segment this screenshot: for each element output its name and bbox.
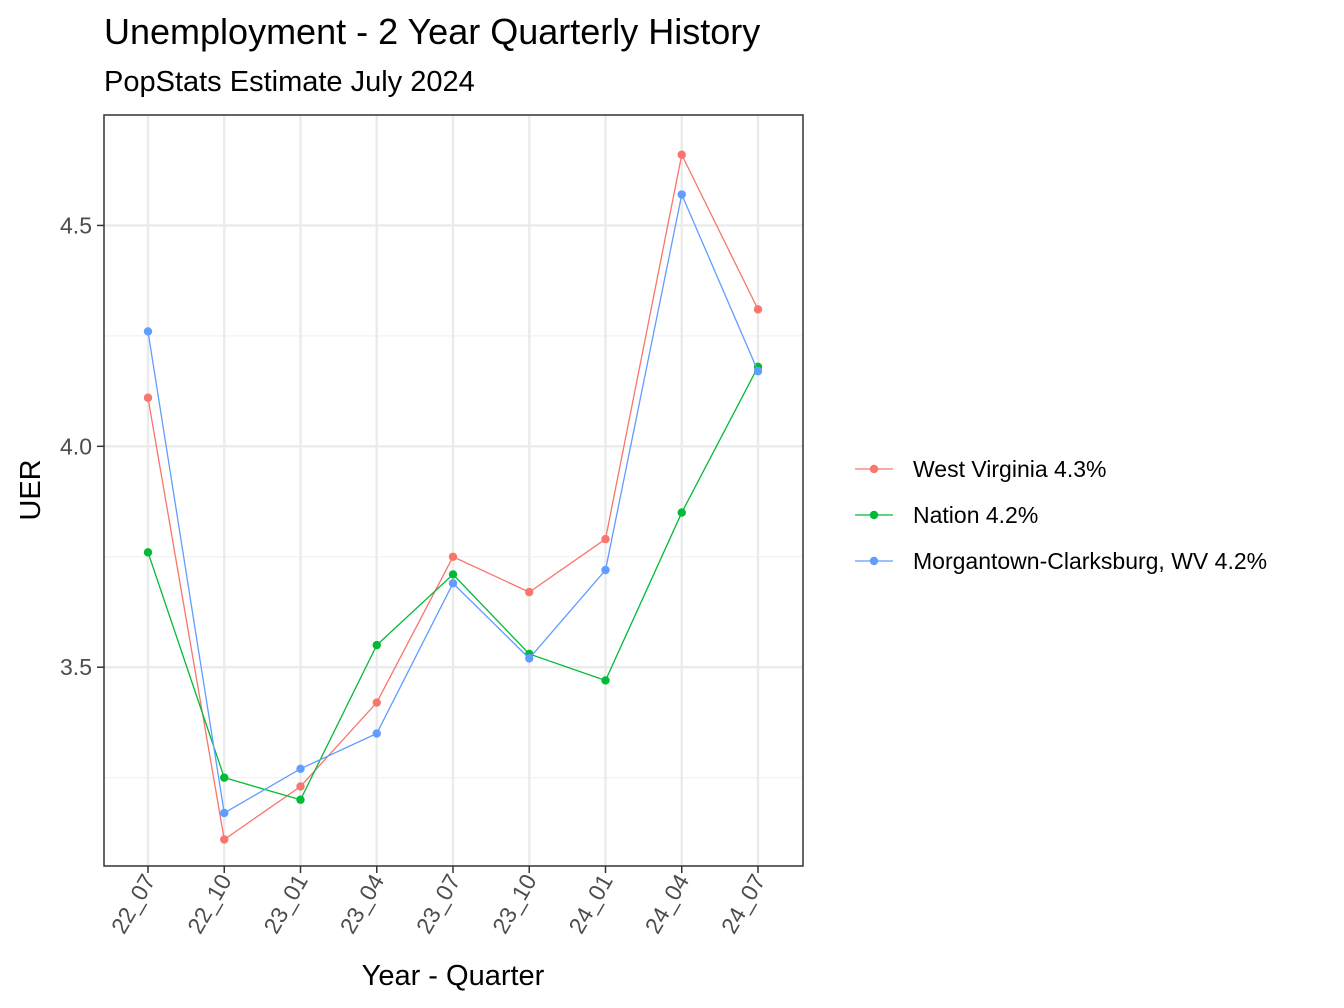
data-point [372,640,381,650]
x-tick-label: 23_01 [258,870,313,938]
data-point [601,534,610,544]
data-point [448,552,458,561]
data-point [601,565,610,575]
data-point [677,190,686,199]
data-point [448,570,458,579]
data-point [296,782,305,791]
y-tick-label: 4.0 [60,433,92,459]
data-point [143,327,153,336]
chart-subtitle: PopStats Estimate July 2024 [104,66,475,98]
data-point [753,305,763,314]
x-tick-label: 22_07 [106,870,161,938]
legend-label: Nation 4.2% [913,502,1038,528]
x-tick-label: 23_10 [487,870,542,938]
data-point [677,508,686,517]
data-point [601,676,610,685]
x-axis-title: Year - Quarter [362,960,545,992]
x-tick-label: 24_04 [640,869,695,938]
x-tick-label: 24_01 [563,870,618,938]
data-point [525,587,534,597]
legend: West Virginia 4.3% Nation 4.2% Morgantown-… [855,456,1267,574]
legend-key-point [869,556,879,566]
legend-label: West Virginia 4.3% [913,456,1106,482]
data-point [220,773,229,782]
chart-title: Unemployment - 2 Year Quarterly History [104,11,760,52]
x-axis: 22_07 22_10 23_01 23_04 23_07 23_10 24_01 24_04… [106,866,771,938]
data-point [296,764,305,774]
x-tick-label: 23_07 [411,870,466,938]
y-tick-label: 4.5 [60,212,92,238]
series-layer [143,150,763,844]
data-point [372,729,381,738]
data-point [143,548,153,557]
data-point [448,579,458,588]
plot-area [103,114,804,867]
data-point [372,698,381,707]
data-point [525,654,534,663]
grid-major [104,115,803,866]
data-point [753,367,763,376]
x-tick-label: 22_10 [182,870,237,938]
data-point [220,835,229,844]
data-point [143,393,153,402]
legend-label: Morgantown-Clarksburg, WV 4.2% [913,548,1267,574]
data-point [677,150,686,159]
x-tick-label: 23_04 [335,869,390,938]
y-axis: 3.5 4.0 4.5 [60,212,104,680]
y-axis-title: UER [15,459,47,520]
x-tick-label: 24_07 [716,870,771,938]
y-tick-label: 3.5 [60,654,92,680]
data-point [296,795,305,804]
data-point [220,808,229,818]
legend-key-point [869,464,879,474]
legend-key-point [869,510,879,520]
